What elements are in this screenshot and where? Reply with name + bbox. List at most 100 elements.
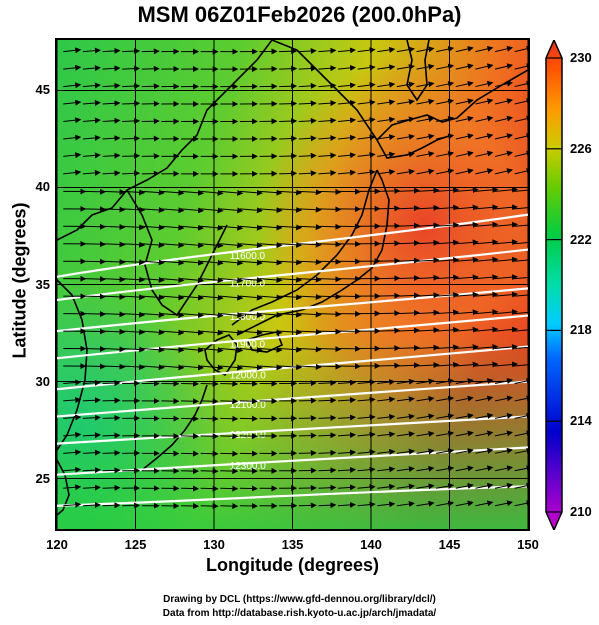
wind-arrow [494, 447, 514, 454]
wind-arrow [122, 363, 146, 370]
wind-arrow [455, 344, 479, 351]
footer-line-2: Data from http://database.rish.kyoto-u.a… [162, 608, 437, 619]
wind-arrow [298, 276, 322, 283]
wind-arrow [102, 65, 121, 72]
wind-arrow [494, 309, 519, 316]
wind-arrow [396, 396, 415, 403]
wind-arrow [475, 186, 499, 193]
wind-arrow [337, 501, 357, 508]
wind-arrow [82, 65, 101, 72]
wind-arrow [200, 277, 224, 284]
wind-arrow [377, 362, 401, 369]
wind-arrow [122, 241, 146, 248]
wind-arrow [514, 242, 528, 245]
wind-arrow [318, 502, 337, 509]
wind-arrow [102, 170, 121, 177]
y-axis-title: Latitude (degrees) [9, 202, 30, 359]
wind-arrow [180, 224, 205, 231]
wind-arrow [200, 312, 224, 319]
wind-arrow [377, 431, 396, 438]
wind-arrow [357, 501, 376, 508]
wind-arrow [455, 115, 474, 122]
wind-arrow [455, 291, 479, 298]
wind-arrow [259, 259, 283, 266]
wind-arrow [396, 151, 415, 158]
wind-arrow [357, 396, 376, 403]
colorbar-label: 218 [570, 322, 592, 338]
wind-arrow [514, 98, 528, 105]
wind-arrow [102, 206, 126, 213]
wind-arrow [279, 206, 303, 213]
wind-arrow [455, 395, 474, 402]
wind-arrow [161, 189, 185, 196]
wind-arrow [475, 150, 494, 157]
wind-arrow [337, 99, 357, 106]
kyushu-coast [204, 334, 238, 377]
wind-arrow [377, 64, 396, 71]
wind-arrow [82, 134, 101, 141]
wind-arrow [298, 363, 322, 370]
wind-arrow [494, 500, 514, 507]
wind-arrow [396, 448, 415, 455]
wind-arrow [279, 294, 303, 301]
wind-arrow [494, 256, 519, 263]
wind-arrow [180, 189, 205, 196]
wind-arrow [514, 115, 528, 122]
wind-arrow [279, 329, 303, 336]
wind-arrow [475, 447, 494, 454]
wind-arrow [102, 467, 121, 474]
wind-arrow [436, 239, 460, 246]
wind-arrow [475, 395, 494, 402]
wind-arrow [82, 100, 101, 106]
x-tick-label: 120 [46, 537, 68, 552]
wind-arrow [279, 311, 303, 318]
wind-arrow [475, 239, 499, 246]
wind-arrow [122, 276, 146, 283]
wind-arrow [494, 344, 519, 350]
wind-arrow [298, 206, 322, 213]
wind-arrow [436, 413, 455, 420]
wind-arrow [396, 362, 420, 369]
wind-arrow [102, 241, 126, 248]
wind-arrow [436, 46, 455, 53]
wind-arrow [102, 293, 126, 300]
wind-arrow [82, 432, 101, 439]
wind-arrow [122, 259, 146, 266]
wind-arrow [122, 329, 146, 336]
wind-arrow [494, 150, 514, 157]
wind-arrow [396, 292, 420, 299]
wind-arrow [396, 431, 415, 438]
wind-arrow [102, 502, 121, 509]
wind-arrow [239, 242, 263, 249]
wind-arrow [455, 274, 479, 281]
wind-arrow [455, 46, 474, 53]
wind-arrow [298, 65, 317, 72]
wind-arrow [102, 432, 121, 439]
wind-arrow [514, 500, 528, 507]
wind-arrow [455, 326, 479, 333]
wind-arrow [102, 189, 126, 196]
wind-arrow [455, 448, 474, 454]
wind-arrow [318, 152, 337, 159]
contour-label: 12100.0 [230, 400, 267, 411]
wind-arrow [494, 395, 514, 402]
wind-arrow [357, 151, 376, 158]
wind-arrow [102, 363, 126, 370]
wind-arrow [279, 364, 303, 371]
wind-arrow [180, 347, 205, 354]
wind-arrow [82, 117, 101, 124]
wind-arrow [63, 431, 82, 438]
wind-arrow [220, 312, 244, 319]
wind-arrow [298, 346, 322, 353]
wind-arrow [436, 465, 455, 472]
wind-arrow [396, 327, 420, 334]
wind-arrow [416, 465, 435, 472]
wind-arrow [318, 363, 342, 370]
wind-arrow [514, 80, 528, 88]
wind-arrow [298, 152, 317, 159]
footer-line-1: Drawing by DCL (https://www.gfd-dennou.o… [163, 594, 436, 605]
wind-arrow [102, 100, 121, 107]
wind-arrow [337, 432, 357, 439]
wind-arrow [63, 169, 82, 176]
wind-arrow [102, 311, 126, 318]
